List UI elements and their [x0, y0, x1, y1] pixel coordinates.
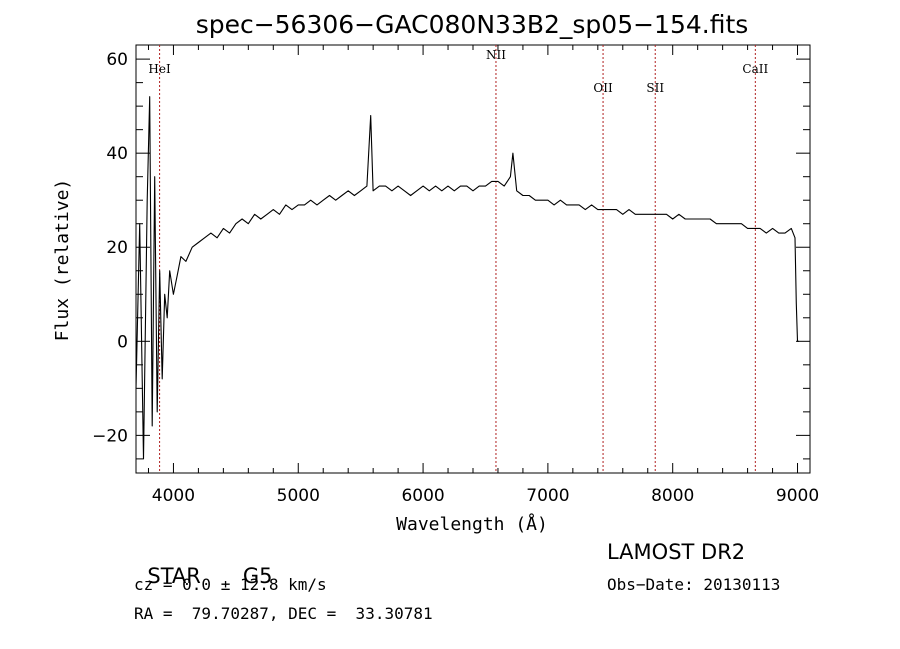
- x-tick-label: 7000: [526, 486, 569, 506]
- x-tick-label: 5000: [277, 486, 320, 506]
- x-tick-label: 6000: [401, 486, 444, 506]
- chart-title: spec−56306−GAC080N33B2_sp05−154.fits: [196, 10, 749, 39]
- x-tick-label: 4000: [152, 486, 195, 506]
- object-class: STAR G5: [134, 540, 272, 588]
- spectral-line-label: NII: [486, 48, 506, 62]
- coordinates-readout: RA = 79.70287, DEC = 33.30781: [134, 604, 433, 623]
- y-axis-label: Flux (relative): [52, 179, 73, 342]
- data-release: LAMOST DR2: [607, 540, 746, 564]
- y-tick-label: −20: [92, 426, 128, 446]
- plot-frame: [135, 44, 811, 474]
- x-axis-label: Wavelength (Å): [396, 513, 548, 535]
- x-tick-label: 8000: [651, 486, 694, 506]
- y-tick-label: 20: [106, 238, 128, 258]
- observation-date: Obs−Date: 20130113: [607, 575, 781, 594]
- y-tick-label: 0: [117, 332, 128, 352]
- object-type: STAR: [147, 564, 201, 588]
- plot-area: 4000 5000 6000 7000 8000 9000 −20 0 20 40 60 HeI NII…: [92, 44, 819, 506]
- spectral-line-label: CaII: [742, 62, 768, 76]
- spectral-line-label: OII: [593, 81, 613, 95]
- y-tick-label: 40: [106, 144, 128, 164]
- object-subclass: G5: [242, 564, 273, 588]
- redshift-readout: cz = 0.0 ± 12.8 km/s: [134, 575, 327, 594]
- spectrum-series-line: [135, 96, 799, 460]
- spectral-line-label: HeI: [148, 62, 171, 76]
- x-tick-label: 9000: [776, 486, 819, 506]
- y-tick-label: 60: [106, 50, 128, 70]
- spectral-line-label: SII: [646, 81, 664, 95]
